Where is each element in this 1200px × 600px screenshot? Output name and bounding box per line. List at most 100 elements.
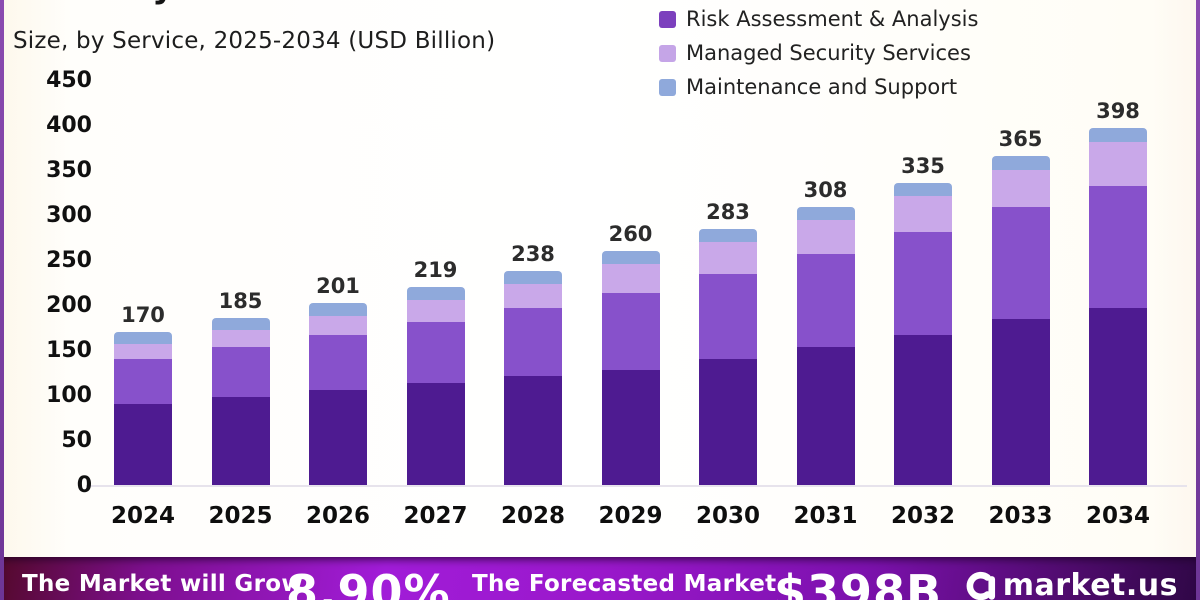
legend-swatch-lavender-icon (659, 44, 676, 62)
bottom-banner: The Market will Grow 8.90% The Forecaste… (4, 557, 1196, 600)
x-axis-label-2032: 2032 (890, 503, 955, 529)
chart-subtitle: Size, by Service, 2025-2034 (USD Billion… (13, 28, 496, 54)
bar-segment-2025-s2[interactable] (211, 330, 270, 347)
legend-label: Maintenance and Support (686, 75, 958, 99)
bar-total-label-2030: 283 (706, 200, 750, 224)
bar-segment-2028-s2[interactable] (504, 284, 562, 308)
x-axis-label-2028: 2028 (500, 503, 565, 529)
bar-segment-2033-s1[interactable] (991, 207, 1050, 319)
forecast-value: $398B (774, 565, 943, 600)
legend-item-risk-assessment[interactable]: Risk Assessment & Analysis (659, 2, 978, 36)
bar-total-label-2025: 185 (218, 289, 263, 313)
bar-segment-2033-s3[interactable] (991, 156, 1050, 170)
bar-segment-2034-s2[interactable] (1089, 142, 1147, 186)
bar-2031[interactable] (796, 207, 855, 485)
bar-2034[interactable] (1089, 128, 1147, 485)
bar-segment-2029-s3[interactable] (601, 251, 660, 264)
bar-segment-2031-s3[interactable] (796, 207, 855, 220)
bar-segment-2031-s0[interactable] (796, 347, 855, 485)
bar-segment-2026-s2[interactable] (309, 316, 367, 335)
bar-segment-2029-s0[interactable] (601, 370, 660, 485)
bar-2027[interactable] (406, 287, 465, 485)
bar-total-label-2033: 365 (998, 127, 1043, 151)
legend-label: Managed Security Services (686, 41, 971, 65)
y-axis-tick-250: 250 (46, 248, 92, 273)
bar-segment-2030-s2[interactable] (699, 242, 757, 274)
bar-segment-2030-s1[interactable] (699, 274, 757, 359)
market-grow-label: The Market will Grow (22, 571, 303, 597)
bar-segment-2026-s0[interactable] (309, 390, 367, 485)
bar-segment-2026-s3[interactable] (309, 303, 367, 316)
bar-2024[interactable] (114, 332, 172, 485)
y-axis-tick-400: 400 (46, 113, 92, 138)
bar-segment-2033-s2[interactable] (991, 170, 1050, 207)
bar-segment-2025-s3[interactable] (211, 318, 270, 330)
x-axis-label-2030: 2030 (695, 503, 760, 529)
x-axis-label-2024: 2024 (110, 503, 175, 529)
legend-swatch-purple-icon (659, 10, 676, 28)
bar-segment-2024-s3[interactable] (114, 332, 172, 344)
bar-segment-2030-s3[interactable] (699, 229, 757, 242)
marketus-logo-icon (962, 570, 996, 600)
bar-segment-2031-s1[interactable] (796, 254, 855, 347)
bar-segment-2032-s0[interactable] (894, 335, 952, 485)
legend-item-managed-security[interactable]: Managed Security Services (659, 36, 978, 70)
bar-2032[interactable] (894, 183, 952, 485)
bar-segment-2029-s1[interactable] (601, 293, 660, 370)
legend-item-maintenance-support[interactable]: Maintenance and Support (659, 70, 978, 104)
bar-segment-2028-s3[interactable] (504, 271, 562, 284)
x-axis-label-2033: 2033 (988, 503, 1053, 529)
x-axis-label-2029: 2029 (598, 503, 663, 529)
bar-segment-2032-s2[interactable] (894, 196, 952, 232)
bar-segment-2028-s0[interactable] (504, 376, 562, 485)
legend-swatch-blue-icon (659, 78, 676, 96)
bar-segment-2025-s0[interactable] (211, 397, 270, 485)
bar-segment-2034-s1[interactable] (1089, 186, 1147, 308)
bar-segment-2025-s1[interactable] (211, 347, 270, 397)
bar-total-label-2032: 335 (901, 154, 945, 178)
bar-2030[interactable] (699, 229, 757, 485)
bar-2026[interactable] (309, 303, 367, 485)
x-axis-label-2025: 2025 (208, 503, 273, 529)
x-axis-label-2034: 2034 (1085, 503, 1150, 529)
bar-segment-2027-s2[interactable] (406, 300, 465, 322)
bar-total-label-2026: 201 (316, 274, 360, 298)
bar-2029[interactable] (601, 251, 660, 485)
chart-legend: Risk Assessment & Analysis Managed Secur… (659, 2, 978, 104)
bar-total-label-2031: 308 (803, 178, 848, 202)
marketus-logo[interactable]: market.us (962, 568, 1178, 600)
bar-segment-2030-s0[interactable] (699, 359, 757, 485)
x-axis-label-2027: 2027 (403, 503, 468, 529)
bar-segment-2027-s1[interactable] (406, 322, 465, 383)
marketus-brand-text: market.us (1002, 568, 1178, 600)
bar-segment-2027-s3[interactable] (406, 287, 465, 300)
bar-segment-2028-s1[interactable] (504, 308, 562, 376)
bar-2028[interactable] (504, 271, 562, 485)
bar-segment-2024-s0[interactable] (114, 404, 172, 485)
bar-segment-2024-s1[interactable] (114, 359, 172, 404)
bar-segment-2024-s2[interactable] (114, 344, 172, 359)
bar-segment-2029-s2[interactable] (601, 264, 660, 293)
plot-area: 170 2024 185 2025 201 2026 219 2027 238 2028 260 20… (86, 82, 1187, 529)
bar-segment-2027-s0[interactable] (406, 383, 465, 485)
cagr-value: 8.90% (286, 565, 451, 600)
right-border-strip (1196, 0, 1200, 600)
x-axis-label-2031: 2031 (793, 503, 858, 529)
bar-segment-2032-s1[interactable] (894, 232, 952, 335)
bar-segment-2031-s2[interactable] (796, 220, 855, 254)
bar-segment-2033-s0[interactable] (991, 319, 1050, 485)
y-axis-tick-50: 50 (61, 428, 92, 453)
bar-2033[interactable] (991, 156, 1050, 485)
bar-segment-2026-s1[interactable] (309, 335, 367, 390)
bar-segment-2032-s3[interactable] (894, 183, 952, 196)
legend-label: Risk Assessment & Analysis (686, 7, 979, 31)
y-axis-tick-200: 200 (46, 293, 92, 318)
bar-total-label-2028: 238 (511, 242, 555, 266)
x-axis-label-2026: 2026 (305, 503, 370, 529)
bar-2025[interactable] (211, 318, 270, 485)
bar-total-label-2034: 398 (1096, 99, 1140, 123)
bar-segment-2034-s3[interactable] (1089, 128, 1147, 142)
forecast-label: The Forecasted Market (472, 571, 777, 597)
bar-segment-2034-s0[interactable] (1089, 308, 1147, 485)
